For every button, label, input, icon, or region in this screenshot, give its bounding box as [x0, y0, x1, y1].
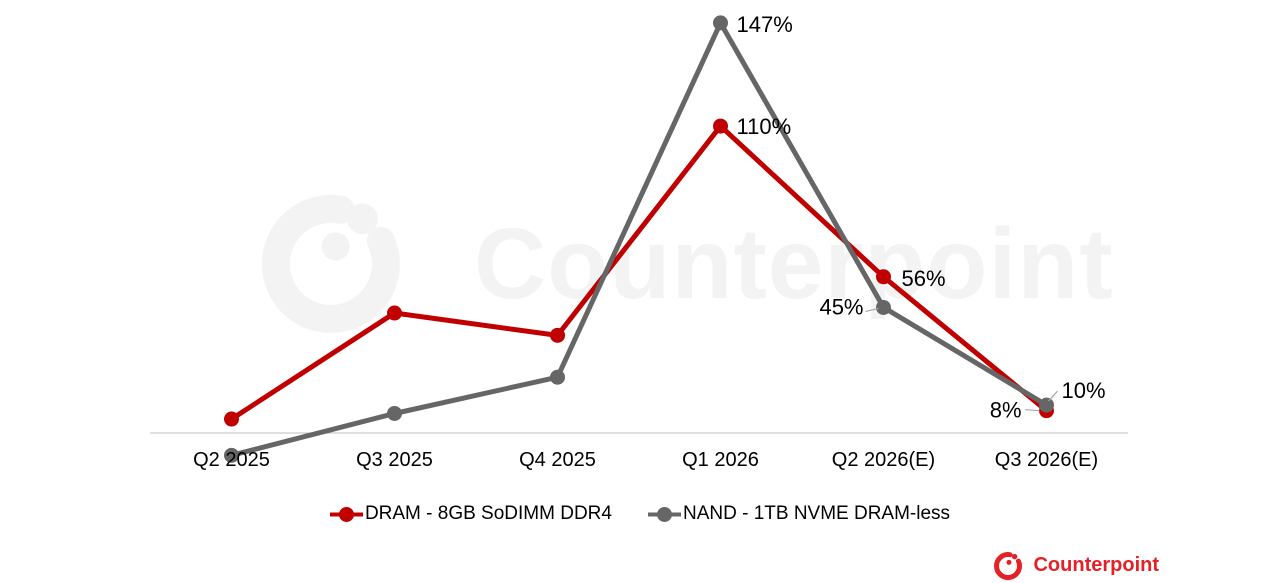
- chart-canvas: 110% 56% 8% 147% 45% 10% Q2 2025 Q3 2025 Q4 2025…: [150, 12, 1128, 471]
- series-line-1: [229, 20, 1049, 458]
- nand-series-marker-icon: [647, 506, 681, 522]
- data-point: [876, 269, 891, 285]
- x-axis-label: Q3 2026(E): [995, 449, 1098, 471]
- data-point: [224, 411, 239, 427]
- data-label: 8%: [990, 398, 1022, 423]
- counterpoint-logo-text: Counterpoint: [1033, 553, 1159, 576]
- label-leader-line: [1025, 409, 1040, 412]
- label-leader-line: [865, 307, 879, 313]
- label-leader-line: [1048, 390, 1058, 402]
- data-label: 56%: [902, 266, 946, 291]
- data-point: [713, 15, 728, 31]
- data-point: [550, 327, 565, 343]
- legend-label-dram: DRAM - 8GB SoDIMM DDR4: [364, 503, 612, 524]
- dram-series-marker-icon: [329, 506, 363, 522]
- data-point: [387, 405, 402, 421]
- counterpoint-logo: Counterpoint: [992, 548, 1159, 582]
- legend-item-dram: DRAM - 8GB SoDIMM DDR4: [329, 503, 612, 525]
- x-axis-label: Q4 2025: [519, 449, 596, 471]
- data-point: [387, 305, 402, 321]
- data-point: [224, 447, 239, 463]
- x-axis-label: Q2 2025: [193, 449, 270, 471]
- x-axis-label: Q3 2025: [356, 449, 433, 471]
- x-axis-label: Q2 2026(E): [832, 449, 935, 471]
- data-label: 10%: [1062, 378, 1106, 403]
- data-point: [876, 299, 891, 315]
- x-axis-label: Q1 2026: [682, 449, 759, 471]
- counterpoint-logo-icon: [994, 552, 1023, 580]
- chart-legend: DRAM - 8GB SoDIMM DDR4 NAND - 1TB NVME D…: [0, 503, 1280, 525]
- data-point: [713, 118, 728, 134]
- data-label: 147%: [737, 12, 793, 37]
- data-point: [1039, 397, 1054, 413]
- legend-label-nand: NAND - 1TB NVME DRAM-less: [682, 503, 951, 524]
- legend-item-nand: NAND - 1TB NVME DRAM-less: [647, 503, 951, 525]
- data-label: 110%: [737, 114, 792, 139]
- data-label: 45%: [819, 294, 863, 319]
- data-point: [550, 369, 565, 385]
